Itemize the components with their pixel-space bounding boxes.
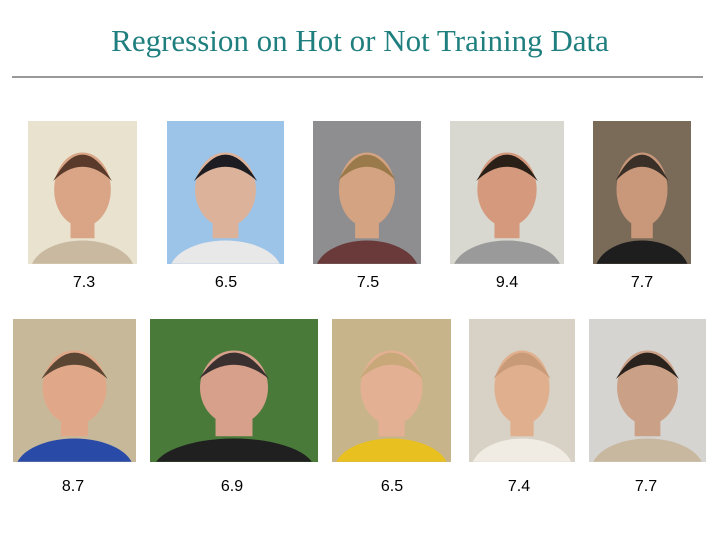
score-label: 7.7 [631, 274, 653, 291]
photo [332, 319, 451, 462]
photo-shirt [17, 438, 132, 462]
photo-face [617, 350, 678, 425]
score-label: 7.4 [508, 478, 530, 495]
photo-hair [337, 154, 397, 182]
photo-face [195, 152, 256, 227]
photo-face [42, 350, 107, 425]
score-label: 7.7 [635, 478, 657, 495]
photo-shirt [316, 240, 418, 264]
photo-hair [41, 352, 108, 380]
photo [313, 121, 421, 264]
photo-face [477, 152, 537, 227]
photo-face [338, 152, 396, 227]
photo-shirt [472, 438, 572, 462]
photo-shirt [454, 240, 560, 264]
photo [28, 121, 137, 264]
photo-shirt [171, 240, 280, 264]
score-label: 7.3 [73, 274, 95, 291]
photo [150, 319, 318, 462]
photo-hair [615, 352, 680, 380]
photo-hair [199, 352, 269, 380]
photo-face [494, 350, 550, 425]
photo [593, 121, 691, 264]
photo-shirt [593, 438, 702, 462]
score-label: 6.5 [381, 478, 403, 495]
photo-hair [615, 154, 669, 182]
photo-hair [493, 352, 551, 380]
photo [167, 121, 284, 264]
photo [589, 319, 706, 462]
photo-face [54, 152, 111, 227]
photo-face [616, 152, 668, 227]
score-label: 6.5 [215, 274, 237, 291]
photo-shirt [156, 438, 312, 462]
score-label: 7.5 [357, 274, 379, 291]
photo-shirt [596, 240, 688, 264]
photo-shirt [336, 438, 447, 462]
photo-hair [476, 154, 538, 182]
photo-hair [53, 154, 112, 182]
photo [450, 121, 564, 264]
photo-hair [359, 352, 424, 380]
score-label: 8.7 [62, 478, 84, 495]
photo-face [200, 350, 268, 425]
photo [13, 319, 136, 462]
score-label: 9.4 [496, 274, 518, 291]
photo [469, 319, 575, 462]
score-label: 6.9 [221, 478, 243, 495]
photo-shirt [31, 240, 134, 264]
photo-face [360, 350, 423, 425]
slide-title: Regression on Hot or Not Training Data [111, 23, 609, 58]
photo-grid [13, 121, 706, 462]
photo-hair [193, 154, 258, 182]
